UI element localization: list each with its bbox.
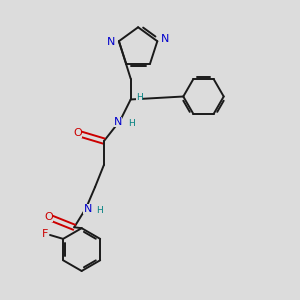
Text: H: H — [128, 119, 135, 128]
Text: H: H — [96, 206, 103, 215]
Text: F: F — [41, 229, 48, 238]
Text: N: N — [107, 37, 116, 47]
Text: O: O — [44, 212, 53, 223]
Text: O: O — [73, 128, 82, 138]
Text: N: N — [83, 204, 92, 214]
Text: H: H — [136, 93, 142, 102]
Text: N: N — [114, 117, 122, 127]
Text: N: N — [160, 34, 169, 44]
